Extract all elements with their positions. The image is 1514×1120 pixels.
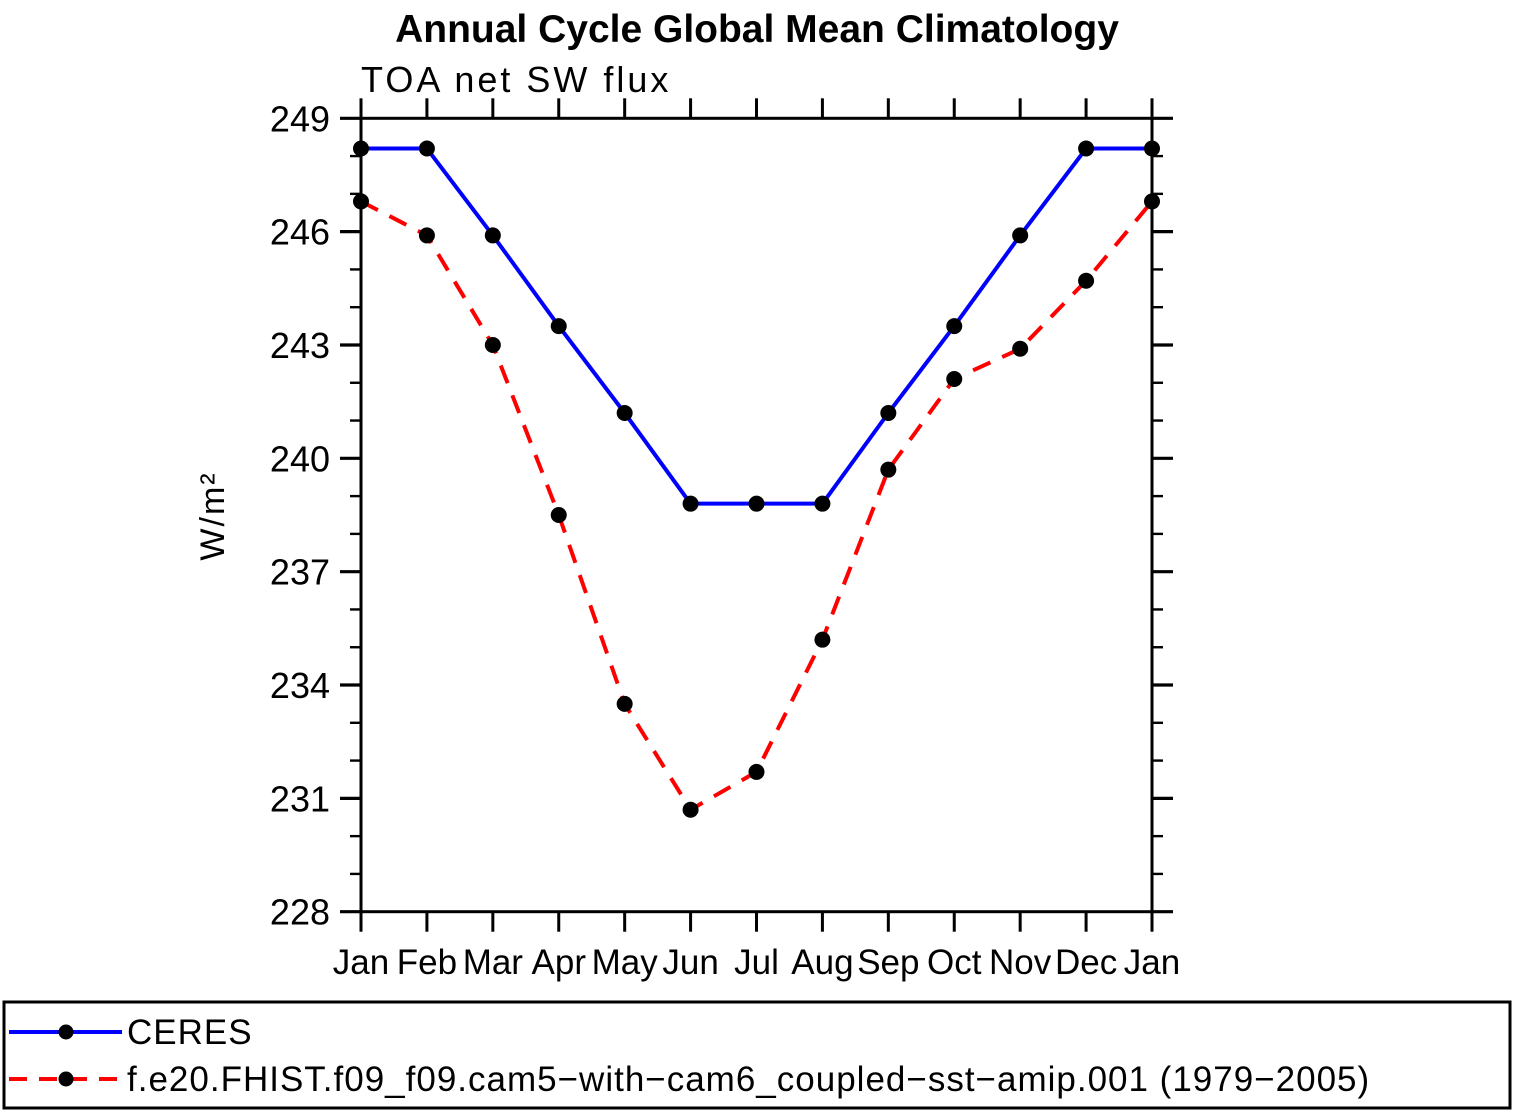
y-tick-label: 243 bbox=[270, 325, 330, 366]
y-tick-label: 228 bbox=[270, 892, 330, 933]
data-point-marker bbox=[880, 404, 897, 421]
y-tick-label: 231 bbox=[270, 778, 330, 819]
data-point-marker bbox=[550, 507, 567, 523]
data-point-marker bbox=[682, 495, 699, 512]
data-point-marker bbox=[616, 695, 633, 712]
data-point-marker bbox=[880, 461, 897, 478]
plot-frame bbox=[359, 116, 1154, 914]
x-tick-label: Oct bbox=[927, 943, 982, 982]
y-tick-label: 240 bbox=[270, 438, 330, 479]
data-point-marker bbox=[814, 495, 831, 512]
legend-box bbox=[2, 1000, 1512, 1110]
series-line bbox=[361, 146, 1152, 506]
y-tick-label: 246 bbox=[270, 212, 330, 253]
chart-title: Annual Cycle Global Mean Climatology bbox=[395, 8, 1119, 51]
data-point-marker bbox=[353, 140, 369, 157]
data-point-marker bbox=[1144, 140, 1160, 157]
data-point-marker bbox=[616, 404, 633, 421]
data-point-marker bbox=[682, 801, 699, 818]
data-point-marker bbox=[946, 370, 963, 387]
data-point-marker bbox=[1144, 193, 1160, 210]
legend-marker-model-dot bbox=[58, 1071, 74, 1087]
y-tick-label: 237 bbox=[270, 552, 330, 593]
x-tick-label: Feb bbox=[397, 943, 457, 982]
x-tick-label: Jul bbox=[734, 943, 779, 982]
data-point-marker bbox=[946, 318, 963, 335]
data-point-marker bbox=[1012, 340, 1029, 357]
series-model bbox=[353, 193, 1160, 818]
x-tick-label: Apr bbox=[532, 943, 587, 982]
data-point-marker bbox=[748, 495, 765, 512]
x-tick-label: Jan bbox=[1124, 943, 1180, 982]
data-point-marker bbox=[748, 763, 765, 780]
data-point-marker bbox=[418, 140, 435, 157]
x-tick-label: Jun bbox=[662, 943, 718, 982]
data-point-marker bbox=[550, 318, 567, 335]
x-tick-label: Nov bbox=[989, 943, 1052, 982]
data-point-marker bbox=[1078, 140, 1095, 157]
x-tick-label: Aug bbox=[791, 943, 853, 982]
chart-subtitle: TOA net SW flux bbox=[361, 59, 671, 100]
legend: CERES f.e20.FHIST.f09_f09.cam5−with−cam6… bbox=[2, 1000, 1512, 1110]
y-axis-label: W/m² bbox=[194, 471, 232, 560]
x-tick-label: May bbox=[592, 943, 659, 982]
y-tick-label: 249 bbox=[270, 98, 330, 139]
data-point-marker bbox=[418, 227, 435, 244]
plot-series bbox=[353, 140, 1160, 818]
series-ceres bbox=[353, 140, 1160, 512]
x-tick-label: Jan bbox=[333, 943, 389, 982]
x-tick-label: Sep bbox=[857, 943, 919, 982]
data-point-marker bbox=[1078, 272, 1095, 289]
legend-label-ceres: CERES bbox=[127, 1013, 253, 1052]
legend-marker-ceres-dot bbox=[58, 1024, 74, 1040]
x-tick-label: Mar bbox=[463, 943, 524, 982]
x-tick-label: Dec bbox=[1055, 943, 1117, 982]
data-point-marker bbox=[484, 336, 501, 353]
y-tick-label: 234 bbox=[270, 665, 330, 706]
data-point-marker bbox=[353, 193, 369, 210]
data-point-marker bbox=[814, 631, 831, 648]
data-point-marker bbox=[1012, 227, 1029, 244]
data-point-marker bbox=[484, 227, 501, 244]
axes: Jan Feb Mar Apr May Jun Jul Aug Sep Oct Nov Dec Jan2… bbox=[270, 98, 1180, 982]
legend-label-model: f.e20.FHIST.f09_f09.cam5−with−cam6_coupl… bbox=[127, 1060, 1370, 1099]
